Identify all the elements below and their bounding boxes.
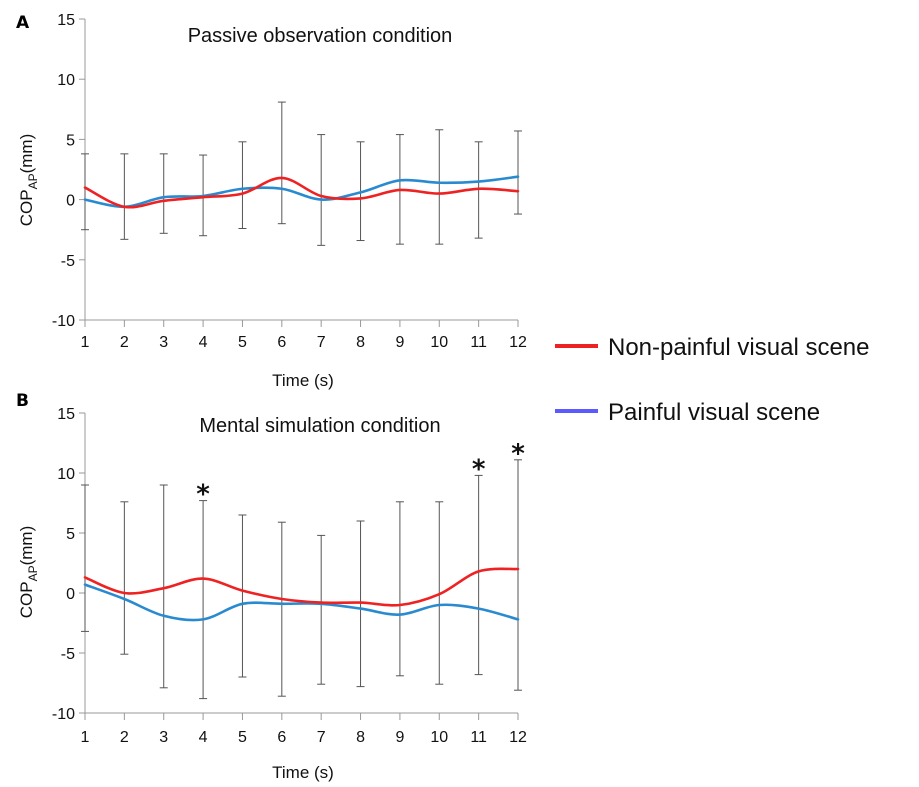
chart1-y-tick-label: -5: [61, 646, 75, 663]
chart1-y-tick-label: -10: [52, 706, 75, 723]
chart0-y-tick-label: 0: [66, 193, 75, 210]
y-axis-label-main-b: COP: [17, 581, 36, 618]
chart1-x-tick-label: 3: [159, 729, 168, 746]
y-axis-label-unit-b: (mm): [17, 526, 36, 566]
y-axis-label-b: COPAP(mm): [17, 526, 40, 619]
chart0-x-tick-label: 11: [470, 334, 487, 351]
x-axis-label-a: Time (s): [272, 371, 334, 390]
y-axis-label-main-a: COP: [17, 189, 36, 226]
chart0-y-tick-label: 10: [57, 72, 75, 89]
chart0-y-tick-label: -5: [61, 253, 75, 270]
legend-label-painful: Painful visual scene: [608, 399, 820, 426]
chart1-x-tick-label: 12: [509, 729, 527, 746]
chart1-series-line-painful: [83, 583, 520, 622]
panel-b: B Mental simulation condition Time (s) C…: [16, 391, 527, 782]
chart-title-b: Mental simulation condition: [199, 415, 440, 437]
chart1-y-tick-label: 15: [57, 406, 75, 423]
panel-a: A Passive observation condition Time (s)…: [16, 12, 527, 390]
chart0-x-tick-label: 6: [277, 334, 286, 351]
chart0-x-tick-label: 3: [159, 334, 168, 351]
chart1-x-tick-label: 10: [430, 729, 448, 746]
chart0-x-tick-label: 7: [317, 334, 326, 351]
chart0-x-tick-label: 2: [120, 334, 129, 351]
chart0-y-tick-label: 5: [66, 132, 75, 149]
chart0-x-tick-label: 5: [238, 334, 247, 351]
chart1-x-tick-label: 1: [81, 729, 90, 746]
chart0-series-line-non-painful: [83, 176, 520, 209]
chart1-x-tick-label: 4: [199, 729, 208, 746]
chart0-y-tick-label: 15: [57, 12, 75, 29]
y-axis-label-a: COPAP(mm): [17, 134, 40, 227]
x-axis-label-b: Time (s): [272, 763, 334, 782]
legend: Non-painful visual scene Painful visual …: [555, 334, 869, 426]
y-axis-label-sub-b: AP: [26, 565, 40, 581]
y-axis-label-sub-a: AP: [26, 173, 40, 189]
chart1-y-tick-label: 5: [66, 526, 75, 543]
chart1-x-tick-label: 8: [356, 729, 365, 746]
chart1-x-tick-label: 6: [277, 729, 286, 746]
chart1-x-tick-label: 7: [317, 729, 326, 746]
legend-item-non-painful: Non-painful visual scene: [555, 334, 869, 361]
chart0-x-tick-label: 9: [395, 334, 404, 351]
chart0-x-tick-label: 1: [81, 334, 90, 351]
chart1-x-tick-label: 9: [395, 729, 404, 746]
chart1-significance-star: *: [511, 439, 525, 469]
chart0-x-tick-label: 4: [199, 334, 208, 351]
svg-text:COPAP(mm): COPAP(mm): [17, 526, 40, 619]
svg-text:COPAP(mm): COPAP(mm): [17, 134, 40, 227]
chart1-x-tick-label: 5: [238, 729, 247, 746]
chart0-x-tick-label: 12: [509, 334, 527, 351]
chart1-x-tick-label: 2: [120, 729, 129, 746]
panel-letter-a: A: [16, 13, 30, 33]
chart1-series-line-non-painful: [83, 567, 520, 607]
chart1-significance-star: *: [472, 454, 486, 484]
chart-title-a: Passive observation condition: [188, 25, 453, 47]
chart1-y-tick-label: 0: [66, 586, 75, 603]
chart0-x-tick-label: 10: [430, 334, 448, 351]
legend-item-painful: Painful visual scene: [555, 399, 820, 426]
chart0-series-line-painful: [83, 175, 520, 209]
y-axis-label-unit-a: (mm): [17, 134, 36, 174]
chart1-y-tick-label: 10: [57, 466, 75, 483]
chart1-significance-star: *: [196, 480, 210, 510]
chart1-x-tick-label: 11: [470, 729, 487, 746]
panel-letter-b: B: [16, 391, 29, 411]
chart0-x-tick-label: 8: [356, 334, 365, 351]
chart0-y-tick-label: -10: [52, 313, 75, 330]
legend-label-non-painful: Non-painful visual scene: [608, 334, 869, 361]
